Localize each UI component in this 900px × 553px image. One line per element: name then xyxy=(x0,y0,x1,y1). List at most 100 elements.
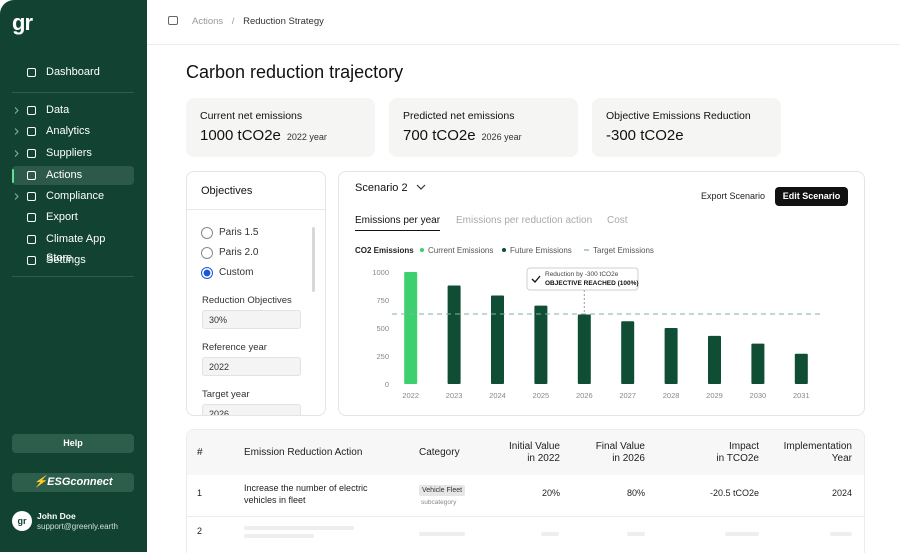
skeleton xyxy=(725,532,759,536)
x-tick-label: 2024 xyxy=(489,391,506,400)
column-header[interactable]: Year xyxy=(831,453,852,464)
radio[interactable] xyxy=(201,247,213,259)
nav-item[interactable]: Settings xyxy=(12,251,134,270)
kpi-value: 1000 tCO2e xyxy=(200,127,281,144)
nav-item[interactable]: Export xyxy=(12,208,134,227)
avatar[interactable]: gr xyxy=(12,511,32,531)
cell: -20.5 tCO2e xyxy=(709,488,759,498)
nav-item[interactable]: Data xyxy=(12,101,134,120)
active-marker xyxy=(12,169,14,183)
field-label: Target year xyxy=(202,389,250,400)
breadcrumb-separator: / xyxy=(231,16,235,27)
column-header[interactable]: Impact xyxy=(728,441,759,452)
field-input[interactable]: 30% xyxy=(202,310,301,329)
kpi-sub: 2026 year xyxy=(481,132,522,142)
radio-label: Paris 2.0 xyxy=(219,247,259,258)
radio-label: Paris 1.5 xyxy=(219,227,259,238)
annotation-text: OBJECTIVE REACHED (100%) xyxy=(545,280,639,287)
scenario-select[interactable]: Scenario 2 xyxy=(355,182,426,194)
logo[interactable]: gr xyxy=(12,10,33,35)
y-tick-label: 250 xyxy=(376,352,389,361)
scrollbar[interactable] xyxy=(312,227,315,292)
column-header[interactable]: Initial Value xyxy=(509,441,560,452)
tab[interactable]: Cost xyxy=(607,215,628,226)
category-sub: subcategory xyxy=(421,499,457,506)
cell: 80% xyxy=(626,488,645,498)
x-tick-label: 2023 xyxy=(446,391,463,400)
nav-icon xyxy=(27,256,36,265)
nav-label: Suppliers xyxy=(46,147,92,159)
y-tick-label: 0 xyxy=(385,380,389,389)
skeleton xyxy=(244,534,314,538)
cell: Increase the number of electric vehicles… xyxy=(244,483,368,505)
tab[interactable]: Emissions per reduction action xyxy=(456,215,593,226)
kpi-value: 700 tCO2e xyxy=(403,127,476,144)
partner-esg: ESG xyxy=(47,476,71,488)
cell: 20% xyxy=(541,488,560,498)
x-tick-label: 2027 xyxy=(619,391,636,400)
kpi-value-row: 1000 tCO2e 2022 year xyxy=(200,127,327,145)
objectives-panel: Objectives Paris 1.5 Paris 2.0 Custom Reduc… xyxy=(186,171,326,416)
nav-label: Settings xyxy=(46,254,86,266)
legend-title: CO2 Emissions xyxy=(355,246,414,255)
nav-item[interactable]: Suppliers xyxy=(12,144,134,163)
export-button[interactable]: Export Scenario xyxy=(701,191,766,201)
column-header[interactable]: # xyxy=(197,447,203,458)
column-header[interactable]: Category xyxy=(419,447,460,458)
nav-item[interactable]: Actions xyxy=(12,166,134,185)
divider xyxy=(12,92,134,93)
radio[interactable] xyxy=(201,267,213,279)
sidebar: gr Help ⚡ESGconnect gr John Doe support@… xyxy=(0,0,147,552)
divider xyxy=(12,276,134,277)
nav-icon xyxy=(27,149,36,158)
column-header[interactable]: in TCO2e xyxy=(716,453,759,464)
column-header[interactable]: in 2022 xyxy=(527,453,560,464)
nav-label: Export xyxy=(46,211,78,223)
sidebar-toggle[interactable] xyxy=(168,16,178,25)
expand-chevron xyxy=(14,193,19,200)
nav-item[interactable]: Dashboard xyxy=(12,63,134,82)
bar xyxy=(491,295,504,384)
bar xyxy=(534,305,548,384)
x-tick-label: 2026 xyxy=(576,391,593,400)
nav-icon xyxy=(27,171,36,180)
nav-item[interactable]: Compliance xyxy=(12,187,134,206)
radio-label: Custom xyxy=(219,267,254,278)
expand-chevron xyxy=(14,107,19,114)
skeleton xyxy=(419,532,465,536)
nav-item[interactable]: Climate App Store xyxy=(12,230,134,264)
kpi-card: Objective Emissions Reduction -300 tCO2e xyxy=(592,98,781,157)
y-tick-label: 500 xyxy=(376,324,389,333)
scenario-panel: Scenario 2 Export Scenario Edit Scenario… xyxy=(338,171,865,416)
annotation-box xyxy=(526,267,639,291)
kpi-sub: 2022 year xyxy=(286,132,327,142)
x-tick-label: 2031 xyxy=(793,391,810,400)
bar xyxy=(794,353,808,384)
column-header[interactable]: in 2026 xyxy=(612,453,645,464)
kpi-card: Current net emissions 1000 tCO2e 2022 year xyxy=(186,98,375,157)
kpi-label: Predicted net emissions xyxy=(403,110,515,122)
breadcrumb-link[interactable]: Actions xyxy=(192,16,224,27)
nav-icon xyxy=(27,192,36,201)
tab[interactable]: Emissions per year xyxy=(355,215,441,231)
nav-icon xyxy=(27,106,36,115)
help-button[interactable]: Help xyxy=(12,434,134,453)
esg-connect[interactable]: ⚡ESGconnect xyxy=(12,473,134,492)
nav-item[interactable]: Analytics xyxy=(12,122,134,141)
bar xyxy=(751,343,765,384)
legend-marker xyxy=(420,248,424,252)
bar xyxy=(664,328,678,384)
radio[interactable] xyxy=(201,227,213,239)
column-header[interactable]: Implementation xyxy=(783,441,852,452)
column-header[interactable]: Emission Reduction Action xyxy=(244,447,363,458)
y-tick-label: 1000 xyxy=(372,268,389,277)
annotation-title: Reduction by -300 tCO2e xyxy=(545,271,619,278)
breadcrumb: Actions / Reduction Strategy xyxy=(192,16,324,27)
field-input[interactable]: 2022 xyxy=(202,357,301,376)
edit-button[interactable]: Edit Scenario xyxy=(775,187,848,206)
bar xyxy=(577,314,591,384)
column-header[interactable]: Final Value xyxy=(595,441,645,452)
cell: 2024 xyxy=(831,488,852,498)
field-input[interactable]: 2026 xyxy=(202,404,301,415)
